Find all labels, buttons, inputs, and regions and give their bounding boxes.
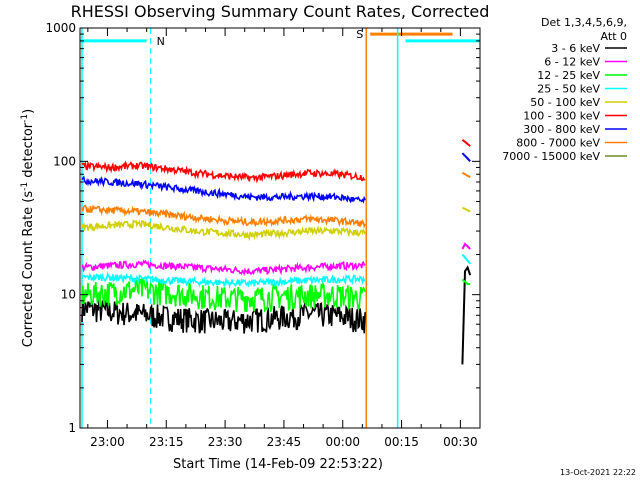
series-post-gap-line xyxy=(461,139,471,147)
annotation-markers: NS xyxy=(80,28,481,428)
series-layer xyxy=(81,139,472,365)
y-axis: 1 10 100 1000 xyxy=(45,21,480,435)
series-line xyxy=(81,297,366,334)
series-trace xyxy=(81,152,471,204)
legend-entry-label: 300 - 800 keV xyxy=(523,123,600,136)
legend-header-line-1: Det 1,3,4,5,6,9, xyxy=(541,16,627,29)
series-post-gap-line xyxy=(461,152,471,162)
y-tick-label: 1 xyxy=(68,421,76,435)
chart-title: RHESSI Observing Summary Count Rates, Co… xyxy=(71,2,490,21)
series-line xyxy=(81,175,366,204)
x-tick-label: 23:15 xyxy=(149,435,184,449)
y-axis-label: Corrected Count Rate (s-1 detector-1) xyxy=(20,109,36,347)
annotation-label: S xyxy=(356,28,363,41)
series-trace xyxy=(81,253,471,290)
series-trace xyxy=(81,139,471,184)
y-tick-label: 1000 xyxy=(45,21,76,35)
series-line xyxy=(81,259,366,277)
legend-entry-label: 6 - 12 keV xyxy=(544,56,600,69)
footer-date: 13-Oct-2021 22:22 xyxy=(560,468,636,477)
series-line xyxy=(81,204,366,229)
x-tick-label: 00:15 xyxy=(384,435,419,449)
plot-frame xyxy=(79,27,481,429)
series-post-gap-line xyxy=(461,206,471,213)
series-line xyxy=(81,277,366,314)
y-tick-label: 10 xyxy=(61,288,76,302)
series-trace xyxy=(81,277,471,314)
y-axis-label-mid: detector xyxy=(21,122,36,182)
series-line xyxy=(81,271,366,290)
legend-entry-label: 100 - 300 keV xyxy=(523,110,600,123)
y-axis-label-main: Corrected Count Rate (s xyxy=(21,191,36,348)
y-tick-label: 100 xyxy=(53,154,76,168)
x-axis-label: Start Time (14-Feb-09 22:53:22) xyxy=(173,457,383,472)
series-line xyxy=(81,160,366,184)
x-tick-label: 00:30 xyxy=(443,435,478,449)
series-trace xyxy=(81,171,471,229)
y-axis-label-sup1: -1 xyxy=(20,182,30,191)
series-trace xyxy=(81,242,471,277)
legend-entry-label: 12 - 25 keV xyxy=(537,69,600,82)
x-tick-label: 23:45 xyxy=(267,435,302,449)
x-tick-label: 23:00 xyxy=(90,435,125,449)
x-axis: 23:00 23:15 23:30 23:45 00:00 00:15 00:30 xyxy=(87,28,478,449)
series-line xyxy=(81,219,366,242)
legend-entry-label: 25 - 50 keV xyxy=(537,83,600,96)
series-post-gap-line xyxy=(461,242,471,250)
y-axis-label-end: ) xyxy=(21,109,36,114)
y-axis-label-sup2: -1 xyxy=(20,114,30,123)
legend-header: Det 1,3,4,5,6,9, Att 0 xyxy=(541,16,627,43)
annotation-label: N xyxy=(157,35,165,48)
x-tick-label: 23:30 xyxy=(208,435,243,449)
legend-header-line-2: Att 0 xyxy=(601,30,627,43)
x-tick-label: 00:00 xyxy=(325,435,360,449)
legend-entry-label: 7000 - 15000 keV xyxy=(502,150,600,163)
series-post-gap-line xyxy=(461,265,472,365)
series-trace xyxy=(81,206,471,242)
series-post-gap-line xyxy=(461,278,471,286)
legend-entry-label: 50 - 100 keV xyxy=(530,96,600,109)
series-trace xyxy=(81,265,472,365)
legend-entry-label: 3 - 6 keV xyxy=(551,42,600,55)
series-post-gap-line xyxy=(461,171,471,179)
series-post-gap-line xyxy=(461,253,471,265)
legend-entry-label: 800 - 7000 keV xyxy=(516,137,600,150)
